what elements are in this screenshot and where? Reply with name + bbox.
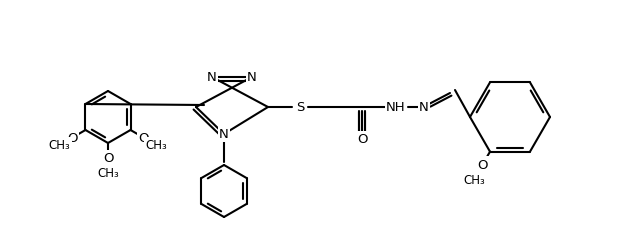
Text: O: O [356,133,367,146]
Text: O: O [103,152,113,165]
Text: O: O [138,131,148,144]
Text: CH₃: CH₃ [97,167,119,180]
Text: N: N [219,128,229,141]
Text: O: O [67,131,77,144]
Text: N: N [247,71,257,84]
Text: S: S [296,101,304,114]
Text: N: N [419,101,429,114]
Text: NH: NH [386,101,406,114]
Text: N: N [207,71,217,84]
Text: CH₃: CH₃ [463,173,485,186]
Text: CH₃: CH₃ [49,139,70,152]
Text: O: O [477,158,488,171]
Text: CH₃: CH₃ [146,139,168,152]
Text: O: O [356,133,367,146]
